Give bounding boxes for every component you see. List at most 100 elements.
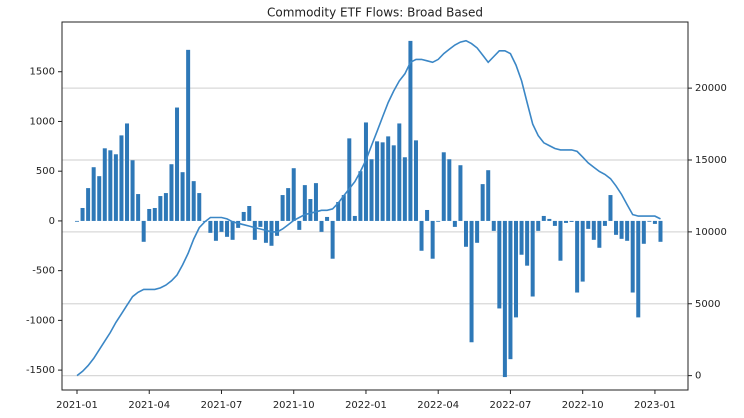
bar bbox=[108, 150, 113, 221]
bar bbox=[552, 220, 557, 226]
bar bbox=[508, 220, 513, 360]
bar bbox=[625, 220, 630, 241]
bar bbox=[602, 220, 607, 226]
bar bbox=[447, 159, 452, 221]
bar bbox=[280, 195, 285, 221]
bar bbox=[419, 220, 424, 251]
bar bbox=[558, 220, 563, 261]
bar bbox=[614, 220, 619, 235]
bar bbox=[514, 220, 519, 318]
bar bbox=[336, 202, 341, 221]
bar bbox=[658, 220, 663, 242]
y2-tick-label: 5000 bbox=[695, 299, 720, 310]
bar bbox=[525, 220, 530, 266]
y2-tick-label: 10000 bbox=[695, 227, 727, 238]
bar bbox=[230, 220, 235, 240]
bar bbox=[352, 215, 357, 221]
x-tick-label: 2021-10 bbox=[273, 400, 315, 411]
bar bbox=[102, 148, 107, 221]
y2-tick-label: 0 bbox=[695, 371, 701, 382]
bar bbox=[330, 220, 335, 259]
bar bbox=[575, 220, 580, 293]
bar bbox=[630, 220, 635, 293]
bar bbox=[225, 220, 230, 237]
bar bbox=[169, 164, 174, 221]
bar bbox=[247, 206, 252, 221]
bar bbox=[597, 220, 602, 248]
y-tick-label: 0 bbox=[49, 216, 55, 227]
y-tick-label: -1500 bbox=[26, 365, 55, 376]
y-tick-label: 500 bbox=[36, 166, 55, 177]
y2-tick-label: 15000 bbox=[695, 155, 727, 166]
bar bbox=[241, 211, 246, 221]
bar bbox=[147, 208, 152, 221]
bar bbox=[319, 220, 324, 232]
bar bbox=[308, 199, 313, 221]
bar bbox=[458, 165, 463, 221]
y-tick-label: -1000 bbox=[26, 315, 55, 326]
bar bbox=[363, 122, 368, 221]
bar bbox=[547, 218, 552, 221]
bar bbox=[213, 220, 218, 241]
bar bbox=[641, 220, 646, 244]
bar bbox=[297, 220, 302, 230]
bar bbox=[502, 220, 507, 378]
bar bbox=[541, 215, 546, 221]
bar bbox=[347, 138, 352, 221]
plot-frame bbox=[61, 21, 689, 391]
bar bbox=[219, 220, 224, 232]
bar bbox=[536, 220, 541, 231]
bar bbox=[75, 220, 79, 222]
bar bbox=[325, 216, 330, 221]
bar bbox=[258, 220, 263, 227]
x-tick-label: 2022-10 bbox=[562, 400, 604, 411]
y2-tick-label: 20000 bbox=[695, 83, 727, 94]
bar bbox=[430, 220, 435, 259]
bar bbox=[491, 220, 496, 231]
bar bbox=[413, 140, 418, 221]
bar bbox=[619, 220, 624, 239]
bar bbox=[208, 220, 213, 233]
bar bbox=[175, 107, 180, 221]
bar bbox=[397, 123, 402, 221]
line bbox=[76, 39, 661, 377]
bar bbox=[86, 188, 91, 221]
bar bbox=[369, 159, 374, 221]
y-tick-label: 1500 bbox=[30, 67, 55, 78]
bar bbox=[269, 220, 274, 246]
bar bbox=[197, 193, 202, 221]
bar bbox=[141, 220, 146, 242]
bar bbox=[408, 40, 413, 221]
bar bbox=[119, 135, 124, 221]
bar bbox=[113, 154, 118, 221]
x-tick-label: 2023-01 bbox=[634, 400, 676, 411]
y-tick-label: 1000 bbox=[30, 116, 55, 127]
bar bbox=[286, 188, 291, 221]
bar bbox=[302, 185, 307, 221]
bar bbox=[425, 209, 430, 221]
bar bbox=[463, 220, 468, 247]
bar bbox=[186, 49, 191, 221]
x-tick-label: 2021-04 bbox=[128, 400, 170, 411]
bar bbox=[375, 141, 380, 221]
x-tick-label: 2022-04 bbox=[417, 400, 459, 411]
bar bbox=[97, 176, 102, 221]
bar bbox=[608, 195, 613, 221]
bar bbox=[236, 220, 241, 228]
bar bbox=[647, 220, 652, 222]
bar bbox=[519, 220, 524, 255]
bar bbox=[291, 168, 296, 221]
bar bbox=[180, 172, 185, 221]
y-tick-label: -500 bbox=[32, 266, 55, 277]
bar bbox=[591, 220, 596, 240]
bar bbox=[402, 157, 407, 221]
bar bbox=[586, 220, 591, 229]
bar bbox=[391, 145, 396, 221]
bar bbox=[530, 220, 535, 297]
bar bbox=[452, 220, 457, 227]
bar bbox=[564, 220, 569, 223]
bar bbox=[497, 220, 502, 309]
bar bbox=[130, 160, 135, 221]
bar bbox=[475, 220, 480, 243]
